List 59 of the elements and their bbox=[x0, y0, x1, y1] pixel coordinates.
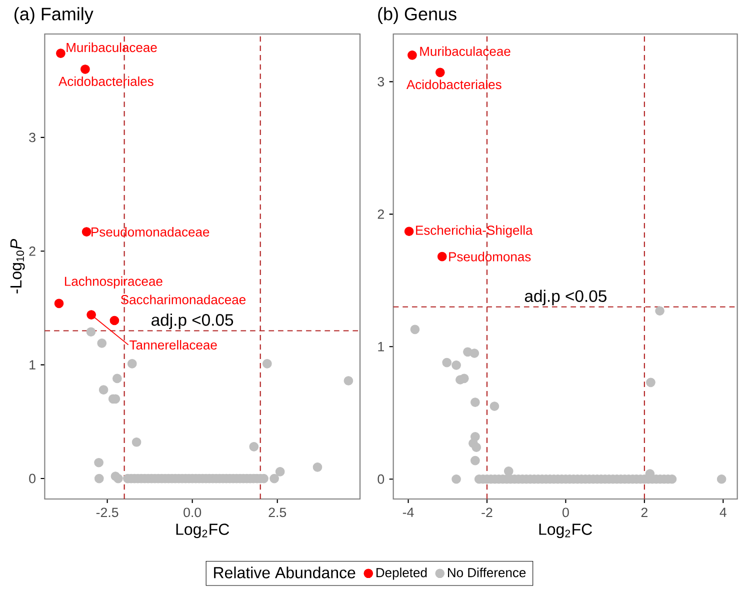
point bbox=[82, 227, 92, 236]
y-tick-label: 0 bbox=[29, 474, 36, 484]
legend-title: Relative Abundance bbox=[214, 566, 356, 578]
chart-title: (b) Genus bbox=[378, 7, 456, 24]
annotation: Acidobacteriales bbox=[406, 80, 502, 90]
annotation: Muribaculaceae bbox=[420, 46, 510, 56]
x-tick-label: -2.5 bbox=[96, 508, 118, 518]
y-tick-label: 3 bbox=[378, 76, 384, 86]
point bbox=[110, 316, 120, 326]
point bbox=[98, 385, 108, 395]
x-tick-label: 0.0 bbox=[184, 508, 202, 518]
annotation: Lachnospiraceae bbox=[65, 276, 162, 288]
point bbox=[408, 50, 417, 60]
x-tick-label: 2.5 bbox=[268, 508, 286, 518]
y-tick-label: 0 bbox=[378, 474, 384, 484]
x-tick-label: 0 bbox=[562, 508, 569, 518]
point bbox=[94, 474, 104, 484]
point bbox=[127, 359, 137, 368]
point bbox=[344, 376, 354, 386]
legend-label: Depleted bbox=[376, 568, 427, 580]
point bbox=[86, 327, 96, 337]
point bbox=[86, 310, 96, 320]
y-tick-label: 2 bbox=[29, 246, 36, 256]
point bbox=[114, 474, 123, 484]
x-axis-title: Log$_{2}$FC bbox=[539, 524, 592, 538]
point bbox=[435, 68, 445, 78]
point bbox=[132, 437, 142, 447]
point bbox=[404, 226, 414, 236]
x-axis-title: Log$_{2}$FC bbox=[176, 524, 230, 538]
y-tick-label: 3 bbox=[29, 132, 36, 142]
point bbox=[275, 467, 285, 476]
point bbox=[94, 458, 104, 468]
y-tick-label: 1 bbox=[30, 360, 36, 370]
annotation: Acidobacteriales bbox=[58, 76, 154, 86]
point bbox=[312, 462, 322, 472]
annotation: Pseudomonadaceae bbox=[92, 227, 210, 237]
point bbox=[54, 298, 64, 308]
annotation: Tannerellaceae bbox=[130, 340, 217, 350]
x-tick-label: 4 bbox=[720, 508, 726, 517]
legend-label: No Difference bbox=[448, 568, 526, 578]
point bbox=[97, 338, 107, 348]
y-tick-label: 2 bbox=[378, 210, 384, 219]
point bbox=[56, 48, 66, 58]
point bbox=[80, 64, 90, 74]
y-axis-title: -Log$_{10}$P bbox=[10, 238, 25, 294]
annotation: Escherichia-Shigella bbox=[416, 225, 533, 238]
point bbox=[249, 442, 259, 452]
x-tick-label: -2 bbox=[482, 508, 492, 518]
point bbox=[262, 359, 272, 368]
ref-line-label: adj.p <0.05 bbox=[524, 290, 606, 306]
point bbox=[437, 252, 447, 262]
y-tick-label: 1 bbox=[378, 342, 384, 352]
x-tick-label: 2 bbox=[641, 508, 648, 518]
chart-title: (a) Family bbox=[14, 7, 94, 24]
annotation: Pseudomonas bbox=[449, 252, 531, 262]
point bbox=[270, 474, 279, 484]
x-tick-label: -4 bbox=[402, 508, 414, 517]
ref-line-label: adj.p <0.05 bbox=[152, 314, 234, 330]
point bbox=[112, 374, 122, 384]
